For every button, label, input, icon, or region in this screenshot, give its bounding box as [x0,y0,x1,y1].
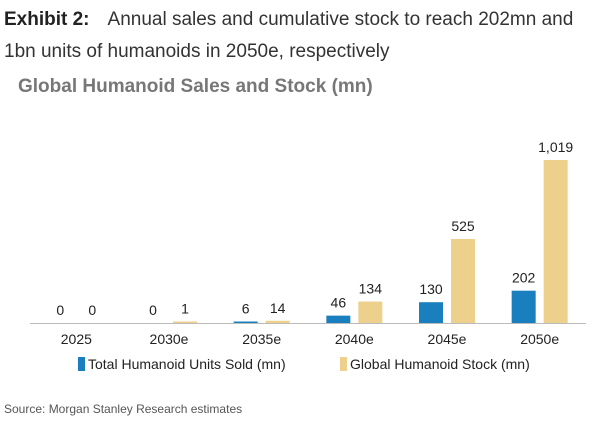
exhibit-description: Annual sales and cumulative stock to rea… [4,9,574,62]
chart-title: Global Humanoid Sales and Stock (mn) [18,76,373,97]
data-label-sales-2025: 0 [56,302,64,318]
legend-swatch-sales [78,357,85,371]
data-label-sales-2030e: 0 [149,302,157,318]
data-label-sales-2045e: 130 [419,281,443,297]
source-note: Source: Morgan Stanley Research estimate… [4,402,243,416]
data-label-sales-2050e: 202 [512,270,536,286]
data-label-stock-2035e: 14 [270,300,286,316]
bar-stock-2030e [173,321,197,323]
x-tick-label-2040e: 2040e [335,331,374,347]
bar-sales-2050e [511,290,536,323]
x-tick-label-2035e: 2035e [242,331,281,347]
data-label-stock-2025: 0 [88,302,96,318]
legend-label-stock: Global Humanoid Stock (mn) [350,356,530,372]
bar-chart: 0 0 2025 0 1 2030e 6 14 2035e 46 134 2040e 130 525 204… [30,139,586,372]
x-tick-label-2025: 2025 [61,331,92,347]
bar-stock-2050e [543,160,568,323]
bar-stock-2045e [451,239,475,323]
exhibit-header: Exhibit 2: Annual sales and cumulative st… [4,4,592,68]
legend-swatch-stock [340,357,347,371]
data-label-stock-2045e: 525 [451,218,475,234]
data-label-stock-2050e: 1,019 [538,139,573,155]
bar-sales-2040e [326,315,351,323]
data-label-stock-2030e: 1 [181,301,189,317]
legend-label-sales: Total Humanoid Units Sold (mn) [88,356,286,372]
bar-sales-2045e [419,302,443,323]
data-label-stock-2040e: 134 [359,281,383,297]
data-label-sales-2035e: 6 [242,301,250,317]
bar-stock-2035e [265,320,290,323]
data-label-sales-2040e: 46 [331,295,347,311]
x-tick-label-2030e: 2030e [150,331,189,347]
x-tick-label-2045e: 2045e [428,331,467,347]
exhibit-label: Exhibit 2: [4,9,90,30]
bar-sales-2035e [233,321,258,323]
x-tick-label-2050e: 2050e [520,331,559,347]
bar-stock-2040e [358,301,383,323]
